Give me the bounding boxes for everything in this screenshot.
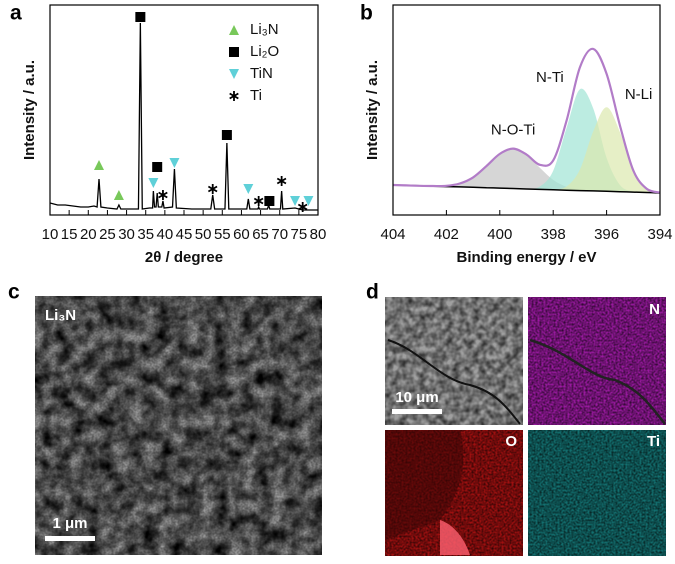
envelope-line — [392, 47, 661, 194]
x-axis-label: 2θ / degree — [145, 249, 223, 266]
marker — [152, 162, 163, 172]
panel-letter: a — [10, 2, 22, 25]
marker — [207, 184, 218, 194]
legend-label: TiN — [250, 65, 273, 82]
x-tick-label: 15 — [61, 226, 78, 243]
marker — [303, 196, 314, 206]
x-axis-label: Binding energy / eV — [456, 249, 596, 266]
element-label: Ti — [647, 433, 660, 450]
x-tick-label: 25 — [99, 226, 116, 243]
element-label: O — [505, 433, 517, 450]
x-tick-label: 60 — [233, 226, 250, 243]
marker — [229, 69, 239, 79]
marker — [253, 196, 264, 206]
marker — [290, 196, 301, 206]
marker — [169, 158, 180, 168]
x-tick-label: 402 — [434, 226, 459, 243]
x-tick-label: 50 — [195, 226, 212, 243]
x-tick-label: 35 — [137, 226, 154, 243]
marker — [113, 190, 124, 200]
legend-label: Li₂O — [250, 43, 279, 60]
eds-maps — [385, 297, 666, 556]
peak-label: N-Ti — [536, 69, 564, 86]
x-tick-label: 70 — [271, 226, 288, 243]
xrd-line — [49, 22, 318, 211]
x-tick-label: 400 — [487, 226, 512, 243]
marker — [264, 196, 275, 206]
marker — [276, 176, 287, 186]
x-tick-label: 394 — [647, 226, 672, 243]
scale-bar-label: 1 μm — [52, 515, 87, 532]
scale-bar-label: 10 μm — [395, 389, 438, 406]
marker — [221, 130, 232, 140]
x-tick-label: 40 — [157, 226, 174, 243]
y-axis-label: Intensity / a.u. — [21, 60, 38, 160]
x-tick-label: 398 — [541, 226, 566, 243]
marker — [243, 184, 254, 194]
marker — [148, 178, 159, 188]
x-tick-label: 65 — [252, 226, 269, 243]
marker — [229, 91, 239, 101]
panel-letter: c — [8, 281, 20, 304]
x-tick-label: 404 — [380, 226, 405, 243]
sem-image — [35, 296, 322, 555]
legend-label: Li₃N — [250, 21, 279, 38]
peak-label: N-O-Ti — [491, 122, 535, 139]
element-label: N — [649, 301, 660, 318]
component-peak — [393, 148, 660, 193]
y-axis-label: Intensity / a.u. — [364, 60, 381, 160]
x-tick-label: 20 — [80, 226, 97, 243]
panel-letter: d — [366, 281, 379, 304]
marker — [229, 25, 239, 35]
panel-letter: b — [360, 2, 373, 25]
marker — [158, 190, 168, 200]
peak-label: N-Li — [625, 86, 653, 103]
sem-label: Li₃N — [45, 307, 76, 324]
x-tick-label: 45 — [176, 226, 193, 243]
x-tick-label: 30 — [118, 226, 135, 243]
x-tick-label: 10 — [42, 226, 59, 243]
x-tick-label: 80 — [310, 226, 327, 243]
x-tick-label: 75 — [291, 226, 308, 243]
x-tick-label: 55 — [214, 226, 231, 243]
marker — [94, 160, 105, 170]
x-tick-label: 396 — [594, 226, 619, 243]
marker — [135, 12, 146, 22]
marker — [297, 202, 308, 212]
plot-frame — [392, 4, 661, 216]
legend-label: Ti — [250, 87, 262, 104]
marker — [229, 47, 239, 57]
component-peak — [393, 107, 660, 193]
